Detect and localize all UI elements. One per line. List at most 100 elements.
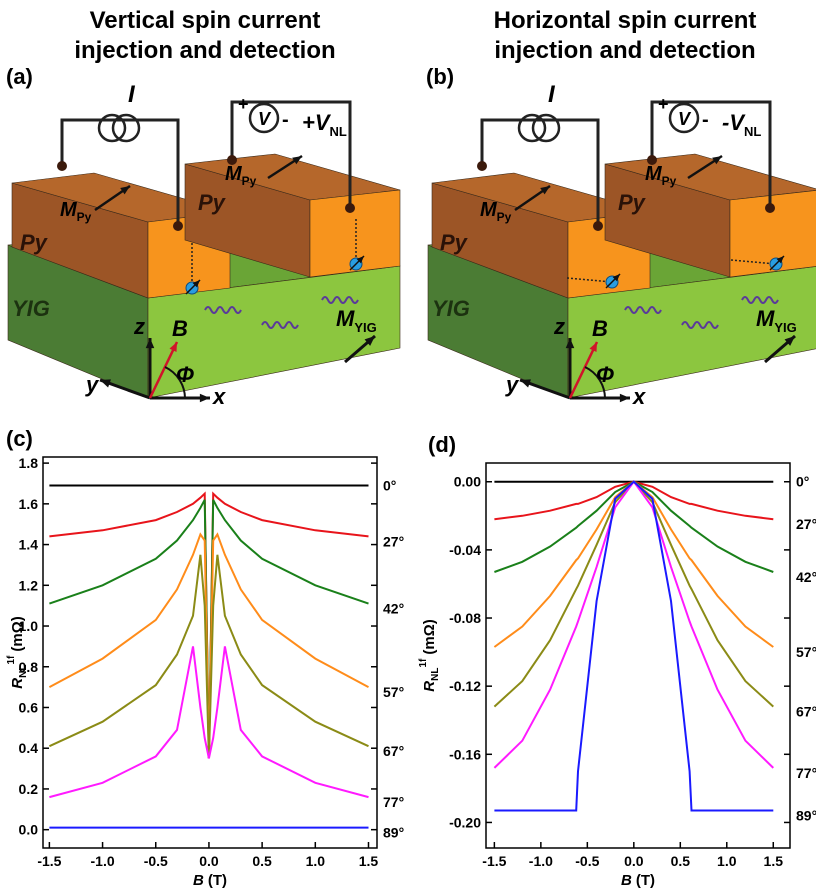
x-label-symbol: B: [621, 872, 632, 889]
contact: [345, 203, 355, 213]
x-tick-label: 1.5: [359, 853, 379, 869]
y-tick-label: 0.4: [19, 740, 39, 756]
magnet-subscript: YIG: [354, 320, 376, 335]
x-tick-label: -1.5: [37, 853, 61, 869]
y-tick-label: 1.6: [19, 496, 39, 512]
data-line: [494, 482, 773, 520]
signal-label: +VNL: [302, 110, 347, 139]
series-label: 27°: [796, 516, 816, 532]
contact: [173, 221, 183, 231]
panel-title: Horizontal spin current: [494, 7, 757, 34]
data-line: [494, 482, 773, 707]
series-label: 42°: [383, 601, 404, 617]
magnet-symbol: M: [645, 163, 663, 185]
magnet-symbol: M: [225, 163, 243, 185]
y-tick-label: 0.0: [19, 822, 39, 838]
contact: [57, 161, 67, 171]
x-label-unit: (T): [208, 872, 227, 889]
series-label: 89°: [796, 808, 816, 824]
series-label: 42°: [796, 569, 816, 585]
axis-x: x: [632, 384, 646, 409]
data-line: [494, 482, 773, 811]
field-label: B: [172, 316, 188, 341]
data-line: [494, 482, 773, 647]
magnet-subscript: Py: [497, 210, 512, 224]
signal-subscript: NL: [330, 124, 347, 139]
axis-x: x: [212, 384, 226, 409]
chart: (c)0°27°42°57°67°77°89°0.00.20.40.60.81.…: [6, 426, 404, 889]
material-label: Py: [20, 230, 49, 255]
plus-sign: +: [238, 94, 249, 114]
data-line: [49, 555, 368, 759]
y-tick-label: 1.8: [19, 455, 39, 471]
current-label: I: [548, 81, 556, 108]
signal-label: -VNL: [722, 110, 761, 139]
axis-y: y: [85, 372, 100, 397]
x-tick-label: 1.0: [717, 853, 737, 869]
y-label-sub: NL: [430, 668, 441, 681]
contact: [477, 161, 487, 171]
series-label: 67°: [796, 704, 816, 720]
plot-frame: [486, 463, 790, 848]
x-tick-label: 0.0: [199, 853, 219, 869]
magnet-subscript: Py: [242, 174, 257, 188]
magnet-subscript: Py: [77, 210, 92, 224]
device-diagram: Vertical spin current injection and detec…: [6, 7, 400, 409]
panel-title: Vertical spin current: [90, 7, 321, 34]
y-tick-label: -0.12: [449, 678, 481, 694]
panel-title: injection and detection: [74, 37, 335, 64]
x-tick-label: -1.0: [91, 853, 115, 869]
figure: Vertical spin current injection and detec…: [0, 0, 816, 890]
x-tick-label: 0.0: [624, 853, 644, 869]
panel-label: (d): [428, 432, 456, 457]
material-label: Py: [618, 190, 647, 215]
x-label-symbol: B: [193, 872, 204, 889]
plus-sign: +: [658, 94, 669, 114]
series-label: 57°: [796, 644, 816, 660]
signal-symbol: +V: [302, 110, 332, 135]
y-tick-label: -0.16: [449, 746, 481, 762]
series-label: 89°: [383, 825, 404, 841]
angle-label: Φ: [596, 362, 614, 387]
x-tick-label: 1.0: [306, 853, 326, 869]
x-tick-label: 1.5: [764, 853, 784, 869]
axis-y: y: [505, 372, 520, 397]
panel-label: (b): [426, 64, 454, 89]
material-label: YIG: [432, 296, 470, 321]
series-label: 77°: [383, 794, 404, 810]
signal-subscript: NL: [744, 124, 761, 139]
y-tick-label: 1.4: [19, 537, 39, 553]
arrow-head: [620, 394, 630, 403]
device-diagram: Horizontal spin currentinjection and det…: [426, 7, 816, 409]
panel-label: (a): [6, 64, 33, 89]
angle-label: Φ: [176, 362, 194, 387]
material-label: Py: [440, 230, 469, 255]
series-label: 67°: [383, 743, 404, 759]
y-label-sup: 1f: [6, 655, 17, 665]
y-tick-label: 0.2: [19, 781, 39, 797]
x-tick-label: -1.5: [482, 853, 506, 869]
magnet-symbol: M: [60, 199, 78, 221]
y-label-sup: 1f: [418, 658, 429, 668]
arrow-head: [200, 394, 210, 403]
y-label-symbol: R: [421, 681, 438, 692]
axis-z: z: [553, 314, 565, 339]
x-tick-label: -0.5: [144, 853, 168, 869]
y-tick-label: -0.08: [449, 610, 481, 626]
minus-sign: -: [702, 109, 709, 131]
x-tick-label: -1.0: [529, 853, 553, 869]
y-label-sub: NL: [18, 665, 29, 678]
minus-sign: -: [282, 109, 289, 131]
field-label: B: [592, 316, 608, 341]
magnet-symbol: M: [336, 306, 355, 331]
arrow-head: [100, 379, 111, 387]
x-tick-label: -0.5: [575, 853, 599, 869]
y-tick-label: 0.00: [454, 474, 481, 490]
chart: (d)0°27°42°57°67°77°89°-0.20-0.16-0.12-0…: [418, 432, 816, 889]
magnet-symbol: M: [480, 199, 498, 221]
material-label: YIG: [12, 296, 50, 321]
series-label: 27°: [383, 533, 404, 549]
axis-z: z: [133, 314, 145, 339]
y-tick-label: 1.2: [19, 577, 39, 593]
arrow-head: [520, 379, 531, 387]
